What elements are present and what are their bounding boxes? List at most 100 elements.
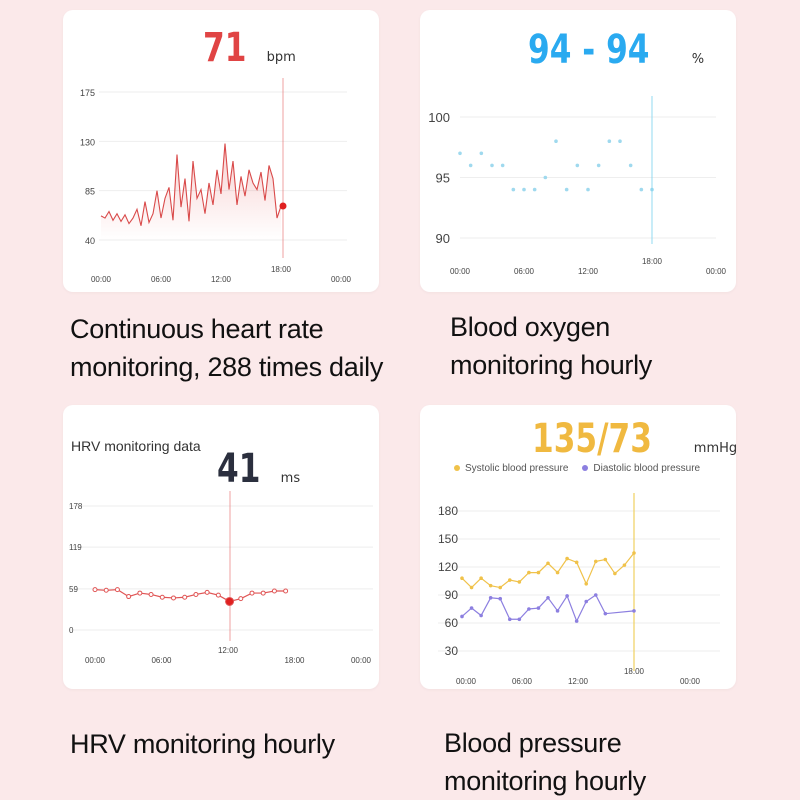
spo2-point	[522, 187, 526, 192]
diastolic-point	[584, 599, 589, 604]
diastolic-point	[632, 609, 636, 613]
spo2-point	[564, 187, 569, 192]
blood-pressure-chart: 30 60 90 120 150 180 00:00 06:00 12:00 18:00 00:00	[438, 493, 720, 686]
systolic-point	[507, 578, 512, 582]
y-tick-label: 90	[445, 588, 459, 602]
y-tick-label: 175	[80, 88, 95, 98]
systolic-point	[517, 580, 522, 584]
x-tick-label: 18:00	[642, 257, 663, 266]
y-tick-label: 95	[436, 171, 450, 186]
blood-pressure-card: 30 60 90 120 150 180 00:00 06:00 12:00 18:00 00:00…	[420, 405, 736, 689]
diastolic-point	[460, 614, 464, 619]
blood-oxygen-value: 94 - 94	[528, 27, 650, 73]
legend-systolic: Systolic blood pressure	[454, 463, 568, 474]
spo2-point	[596, 163, 601, 168]
diastolic-point	[555, 609, 560, 613]
y-tick-label: 100	[428, 110, 450, 125]
spo2-point	[500, 163, 505, 168]
blood-pressure-legend: Systolic blood pressure Diastolic blood …	[454, 463, 700, 474]
diastolic-point	[527, 607, 531, 611]
blood-pressure-caption: Blood pressure monitoring hourly	[444, 724, 646, 800]
x-tick-label: 06:00	[151, 656, 172, 665]
heart-rate-reading: 71 bpm	[203, 28, 296, 68]
y-tick-label: 40	[85, 236, 95, 246]
y-tick-label: 0	[69, 626, 74, 635]
diastolic-dot-icon	[582, 465, 589, 472]
hrv-unit: ms	[280, 471, 301, 486]
systolic-point	[613, 571, 617, 576]
y-tick-label: 150	[438, 532, 458, 546]
blood-oxygen-unit: %	[691, 52, 705, 67]
hrv-point	[148, 591, 154, 597]
y-tick-label: 90	[436, 231, 450, 246]
blood-pressure-reading: 135/73 mmHg	[532, 419, 736, 459]
hrv-point	[182, 594, 188, 600]
spo2-point	[490, 163, 494, 168]
x-tick-label: 00:00	[450, 267, 471, 276]
systolic-point	[603, 557, 608, 562]
diastolic-point	[574, 619, 579, 623]
blood-oxygen-card: 90 95 100 00:00 06:00 12:00 18:00 00:00 94 - 94…	[420, 10, 736, 292]
heart-rate-caption-line1: Continuous heart rate	[70, 314, 324, 344]
spo2-point	[543, 175, 548, 180]
hrv-point	[114, 587, 120, 593]
systolic-point	[565, 556, 569, 561]
y-tick-label: 178	[69, 502, 83, 511]
systolic-point	[460, 576, 464, 580]
spo2-point	[575, 163, 580, 168]
blood-pressure-value: 135/73	[532, 416, 652, 462]
hrv-point	[103, 587, 109, 593]
x-tick-label: 12:00	[568, 677, 589, 686]
x-tick-label: 12:00	[578, 267, 599, 276]
y-tick-label: 130	[80, 137, 95, 147]
hrv-reading: 41 ms	[217, 449, 300, 489]
spo2-point	[511, 187, 516, 192]
y-tick-label: 85	[85, 187, 95, 197]
systolic-point	[593, 559, 598, 564]
hrv-point	[204, 589, 210, 595]
spo2-point	[554, 139, 558, 143]
x-tick-label: 06:00	[151, 275, 172, 284]
spo2-point	[607, 139, 612, 143]
spo2-point	[458, 151, 462, 156]
diastolic-point	[536, 606, 541, 610]
x-tick-label: 00:00	[85, 656, 106, 665]
hrv-chart-title: HRV monitoring data	[71, 438, 201, 454]
spo2-point	[639, 187, 644, 192]
diastolic-point	[603, 611, 608, 616]
hrv-point	[260, 590, 266, 596]
systolic-point	[498, 585, 503, 590]
current-point	[225, 596, 235, 606]
hrv-line	[94, 588, 286, 603]
systolic-dot-icon	[454, 465, 460, 472]
hrv-value: 41	[217, 446, 261, 492]
x-tick-label: 12:00	[211, 275, 232, 284]
blood-pressure-caption-line2: monitoring hourly	[444, 766, 647, 796]
heart-rate-caption-line2: monitoring, 288 times daily	[70, 352, 384, 382]
diastolic-point	[565, 594, 569, 598]
systolic-point	[527, 570, 531, 575]
x-tick-label: 00:00	[456, 677, 477, 686]
spo2-point	[628, 163, 633, 168]
systolic-line	[461, 552, 635, 589]
heart-rate-caption: Continuous heart rate monitoring, 288 ti…	[70, 310, 383, 386]
blood-pressure-caption-line1: Blood pressure	[444, 728, 622, 758]
diastolic-point	[517, 617, 522, 622]
y-tick-label: 59	[69, 585, 78, 594]
spo2-point	[479, 151, 484, 156]
x-tick-label: 18:00	[271, 265, 292, 274]
spo2-point	[532, 187, 537, 192]
systolic-point	[469, 585, 474, 590]
diastolic-point	[593, 593, 598, 597]
systolic-point	[555, 570, 560, 575]
y-tick-label: 30	[445, 644, 459, 658]
hrv-point	[126, 594, 132, 600]
hrv-card: 0 59 119 178 00:00 06:00 12:00 18:00 00:00 HRV m…	[63, 405, 379, 689]
diastolic-point	[507, 617, 512, 622]
x-tick-label: 00:00	[331, 275, 352, 284]
hrv-point	[283, 588, 289, 594]
x-tick-label: 18:00	[624, 667, 645, 676]
blood-oxygen-caption: Blood oxygen monitoring hourly	[450, 308, 652, 384]
blood-oxygen-caption-line1: Blood oxygen	[450, 312, 611, 342]
diastolic-point	[498, 596, 503, 601]
